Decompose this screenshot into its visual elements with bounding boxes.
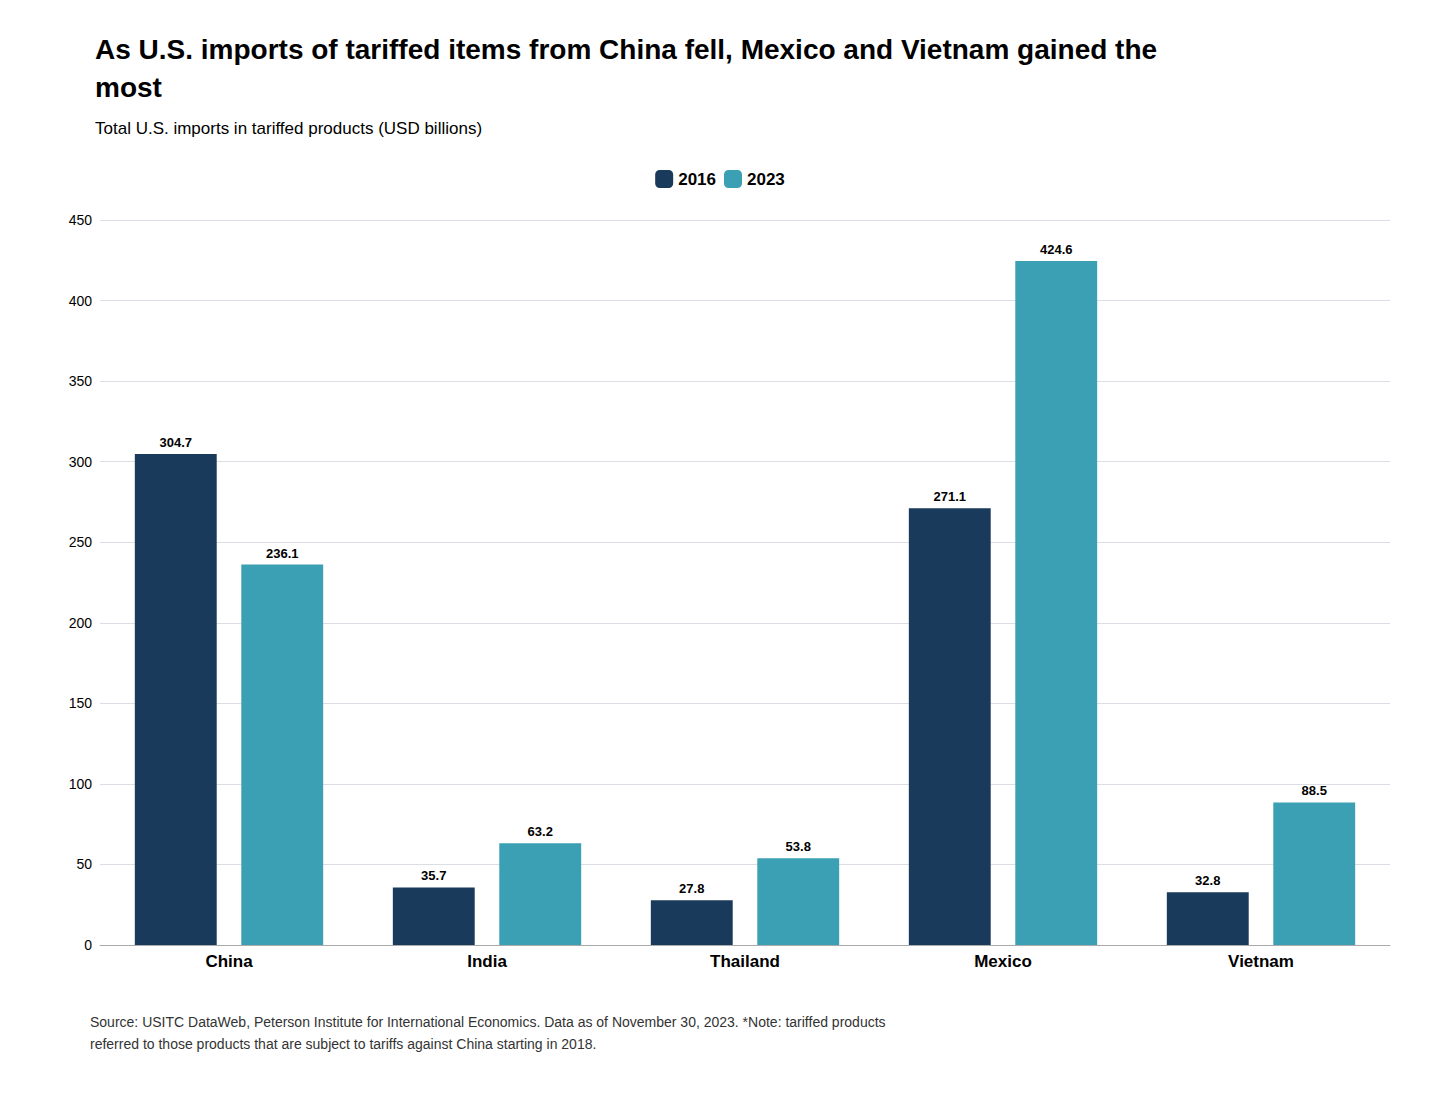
svg-text:27.8: 27.8 <box>679 881 704 896</box>
svg-text:400: 400 <box>69 293 93 309</box>
svg-text:50: 50 <box>76 856 92 872</box>
svg-text:350: 350 <box>69 373 93 389</box>
svg-text:53.8: 53.8 <box>786 839 811 854</box>
svg-text:100: 100 <box>69 776 93 792</box>
svg-text:Vietnam: Vietnam <box>1228 952 1294 971</box>
svg-text:300: 300 <box>69 454 93 470</box>
svg-text:63.2: 63.2 <box>528 824 553 839</box>
svg-text:Source: USITC DataWeb, Peterso: Source: USITC DataWeb, Peterson Institut… <box>90 1014 886 1030</box>
svg-text:271.1: 271.1 <box>934 489 967 504</box>
svg-text:88.5: 88.5 <box>1302 783 1327 798</box>
svg-text:35.7: 35.7 <box>421 868 446 883</box>
svg-text:Mexico: Mexico <box>974 952 1032 971</box>
svg-text:India: India <box>467 952 507 971</box>
svg-text:236.1: 236.1 <box>266 546 299 561</box>
svg-text:China: China <box>205 952 253 971</box>
svg-text:200: 200 <box>69 615 93 631</box>
svg-text:As U.S. imports of tariffed it: As U.S. imports of tariffed items from C… <box>95 34 1157 65</box>
svg-text:most: most <box>95 72 162 103</box>
svg-text:424.6: 424.6 <box>1040 242 1073 257</box>
svg-text:2016: 2016 <box>678 170 716 189</box>
svg-text:Thailand: Thailand <box>710 952 780 971</box>
svg-text:2023: 2023 <box>747 170 785 189</box>
svg-text:0: 0 <box>84 937 92 953</box>
svg-text:250: 250 <box>69 534 93 550</box>
svg-text:150: 150 <box>69 695 93 711</box>
svg-text:32.8: 32.8 <box>1195 873 1220 888</box>
svg-text:304.7: 304.7 <box>160 435 193 450</box>
svg-text:450: 450 <box>69 212 93 228</box>
svg-text:referred to those products tha: referred to those products that are subj… <box>90 1036 596 1052</box>
svg-text:Total U.S. imports in tariffed: Total U.S. imports in tariffed products … <box>95 119 482 138</box>
